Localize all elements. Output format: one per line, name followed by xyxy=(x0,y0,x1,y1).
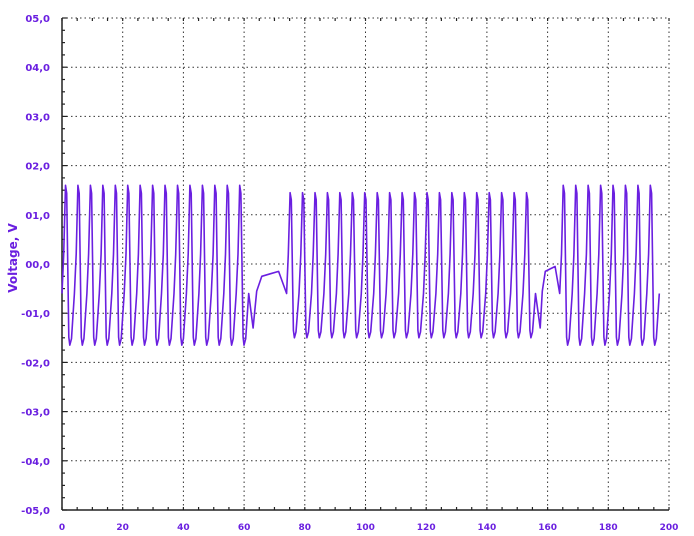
y-tick-label: 02,0 xyxy=(25,162,50,173)
x-tick-label: 0 xyxy=(59,523,65,533)
y-tick-labels: 05,0 04,0 03,0 02,0 01,0 00,0 -01,0 -02,0 -03,0 -… xyxy=(21,14,50,517)
y-tick-label: 00,0 xyxy=(25,260,50,271)
y-tick-label: 04,0 xyxy=(25,63,50,74)
y-axis-label: Voltage, V xyxy=(6,223,20,293)
y-tick-label: 03,0 xyxy=(25,112,50,123)
x-tick-label: 160 xyxy=(538,523,557,533)
y-tick-label: -04,0 xyxy=(21,457,50,468)
x-tick-label: 140 xyxy=(478,523,497,533)
x-tick-labels: 0 20 40 60 80 100 120 140 160 180 200 xyxy=(59,523,679,533)
axes xyxy=(61,17,670,511)
x-tick-label: 200 xyxy=(660,523,679,533)
grid-lines xyxy=(61,17,670,511)
y-tick-label: -03,0 xyxy=(21,408,50,419)
x-tick-label: 100 xyxy=(356,523,375,533)
series-line xyxy=(61,184,661,346)
y-tick-label: -01,0 xyxy=(21,309,50,320)
x-tick-label: 180 xyxy=(599,523,618,533)
y-tick-label: -05,0 xyxy=(21,506,50,517)
x-tick-label: 40 xyxy=(177,523,190,533)
y-tick-label: 01,0 xyxy=(25,211,50,222)
x-tick-label: 80 xyxy=(299,523,312,533)
y-tick-label: 05,0 xyxy=(25,14,50,25)
x-tick-label: 120 xyxy=(417,523,436,533)
x-tick-label: 60 xyxy=(238,523,251,533)
x-tick-label: 20 xyxy=(116,523,129,533)
y-tick-label: -02,0 xyxy=(21,358,50,369)
